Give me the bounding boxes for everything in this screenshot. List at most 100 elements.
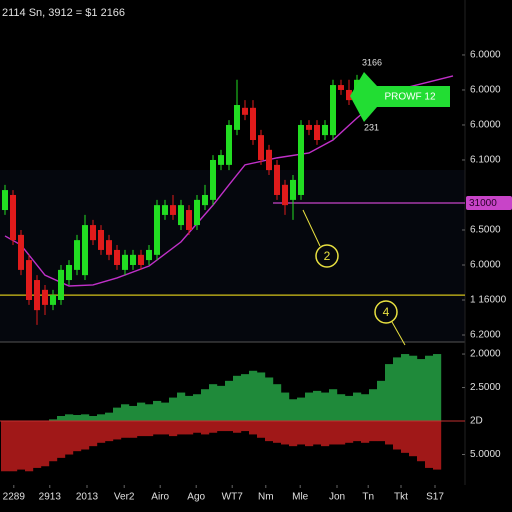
volume-bar — [297, 397, 306, 422]
y-tick-label: 6.1000 — [470, 155, 501, 166]
marker-label: 4 — [383, 305, 390, 319]
volume-bar — [337, 394, 346, 422]
volume-bar — [305, 421, 314, 447]
candle-body — [266, 149, 272, 171]
annotation: 3166 — [362, 57, 382, 67]
volume-bar — [185, 395, 194, 422]
volume-bar — [161, 421, 170, 435]
y-tick-label: 6.0000 — [470, 120, 501, 131]
volume-bar — [377, 421, 386, 442]
volume-bar — [17, 421, 26, 470]
volume-bar — [433, 354, 442, 422]
volume-bar — [225, 380, 234, 422]
volume-bar — [137, 402, 146, 422]
volume-bar — [81, 414, 90, 422]
volume-bar — [129, 405, 138, 422]
volume-bar — [177, 421, 186, 435]
volume-bar — [329, 421, 338, 445]
volume-bar — [249, 421, 258, 435]
x-tick-label: 2913 — [39, 492, 62, 503]
x-tick-label: Tkt — [394, 492, 408, 503]
candle-body — [306, 124, 312, 130]
x-tick-label: Ago — [187, 492, 205, 503]
volume-bar — [33, 421, 42, 468]
y-tick-label: 6.0000 — [470, 260, 501, 271]
x-tick-label: Ver2 — [114, 492, 135, 503]
volume-bar — [185, 421, 194, 435]
volume-bar — [65, 421, 74, 455]
marker-label: 2 — [324, 249, 331, 263]
volume-bar — [225, 421, 234, 432]
volume-bar — [49, 421, 58, 462]
volume-bar — [393, 357, 402, 422]
volume-bar — [297, 421, 306, 445]
volume-bar — [377, 380, 386, 422]
volume-bar — [57, 421, 66, 458]
candle-body — [186, 210, 192, 230]
candle-body — [210, 159, 216, 200]
volume-bar — [97, 421, 106, 443]
level-tag — [466, 196, 512, 211]
volume-bar — [281, 421, 290, 445]
candle-body — [114, 249, 120, 265]
candle-body — [18, 234, 24, 270]
candle-body — [194, 199, 200, 226]
x-tick-label: 2013 — [76, 492, 99, 503]
x-tick-label: WT7 — [222, 492, 244, 503]
volume-bar — [217, 385, 226, 422]
volume-bar — [65, 414, 74, 422]
volume-bar — [81, 421, 90, 450]
candle-body — [226, 124, 232, 165]
candle-body — [274, 164, 280, 195]
volume-bar — [409, 355, 418, 422]
candle-body — [250, 107, 256, 141]
level-label: 31000 — [469, 198, 497, 209]
volume-bar — [313, 390, 322, 422]
candle-body — [42, 289, 48, 305]
pointer-line — [391, 321, 406, 346]
volume-bar — [241, 374, 250, 422]
candle-body — [58, 269, 64, 300]
volume-bar — [153, 421, 162, 435]
candle-body — [290, 179, 296, 200]
volume-bar — [105, 421, 114, 442]
volume-bar — [57, 416, 66, 422]
x-tick-label: Airo — [151, 492, 169, 503]
candle-body — [2, 190, 8, 211]
candle-body — [330, 85, 336, 136]
volume-bar — [433, 421, 442, 470]
volume-bar — [409, 421, 418, 457]
volume-bar — [353, 392, 362, 422]
pointer-line — [302, 209, 321, 247]
candle-body — [298, 124, 304, 195]
volume-bar — [425, 355, 434, 422]
volume-bar — [161, 402, 170, 422]
volume-bar — [121, 421, 130, 438]
x-tick-label: Mle — [292, 492, 309, 503]
candle-body — [26, 260, 32, 300]
volume-bar — [89, 421, 98, 447]
volume-bar — [153, 400, 162, 422]
candle-body — [66, 264, 72, 281]
candle-body — [90, 225, 96, 241]
candle-body — [154, 205, 160, 255]
volume-bar — [209, 384, 218, 422]
volume-bar — [217, 421, 226, 432]
volume-bar — [105, 412, 114, 422]
volume-bar — [9, 421, 18, 472]
marker-circle — [315, 244, 339, 268]
y-tick-label: 6.2000 — [470, 330, 501, 341]
y-tick-label: 6.0000 — [470, 85, 501, 96]
volume-bar — [145, 404, 154, 422]
volume-bar — [305, 392, 314, 422]
y-tick-label: 2.5000 — [470, 382, 501, 393]
volume-bar — [337, 421, 346, 445]
volume-bar — [145, 421, 154, 437]
volume-bar — [361, 421, 370, 443]
x-tick-label: S17 — [426, 492, 444, 503]
volume-bar — [257, 372, 266, 422]
chart-title: 2114 Sn, 3912 = $1 2166 — [2, 7, 125, 19]
volume-bar — [73, 421, 82, 452]
candle-body — [10, 194, 16, 241]
y-tick-label: 1 16000 — [470, 295, 507, 306]
